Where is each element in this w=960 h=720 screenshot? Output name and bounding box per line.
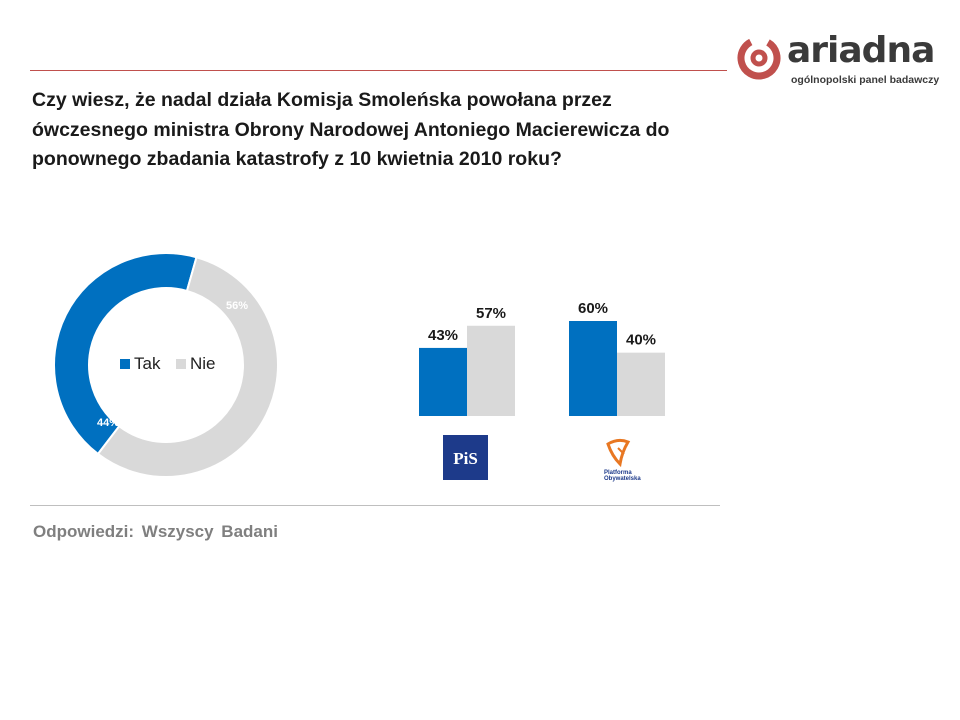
pis-logo-text: PiS [453,449,478,468]
donut-chart: 44% 56% Tak Nie [53,252,279,478]
bar-pis-tak [419,347,467,416]
ariadna-logo-icon [737,36,781,80]
bar-po-tak [569,321,617,416]
bar-po-nie [617,352,665,416]
header-rule [30,70,727,71]
footer-rule [30,505,720,506]
bar-label-po-nie: 40% [626,332,656,349]
survey-question: Czy wiesz, że nadal działa Komisja Smole… [32,89,670,170]
ariadna-logo: ariadna ogólnopolski panel badawczy [735,30,950,90]
logo-tagline: ogólnopolski panel badawczy [791,74,940,86]
bar-label-pis-tak: 43% [428,327,458,344]
logo-wordmark: ariadna [787,30,935,71]
legend-label-nie: Nie [190,354,216,373]
po-logo-text: Platforma Obywatelska [604,470,641,482]
legend-label-tak: Tak [134,354,161,373]
bar-label-po-tak: 60% [578,300,608,317]
donut-value-label-tak: 44% [97,417,119,429]
donut-value-label-nie: 56% [226,300,248,312]
donut-slice-nie [96,255,279,478]
donut-slice-tak [53,252,198,456]
legend-swatch-nie [176,359,186,369]
pis-logo: PiS [443,435,488,480]
party-bar-chart: 43% 57% 60% 40% [419,300,665,416]
bar-label-pis-nie: 57% [476,305,506,322]
legend-swatch-tak [120,359,130,369]
po-logo-icon [606,438,631,468]
bar-pis-nie [467,325,515,416]
po-logo: Platforma Obywatelska [598,436,658,486]
respondents-note: Odpowiedzi: Wszyscy Badani [33,522,278,541]
